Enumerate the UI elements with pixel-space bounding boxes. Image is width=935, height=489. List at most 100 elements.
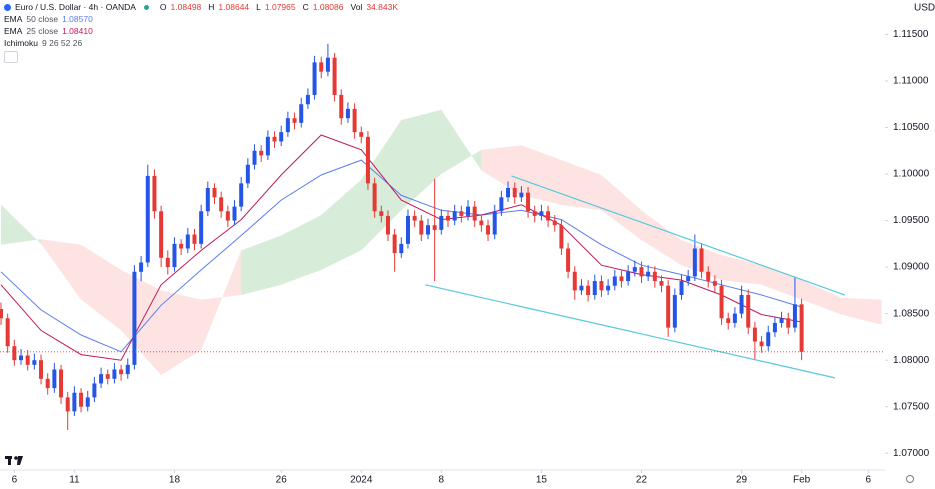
candle-body xyxy=(65,397,70,412)
y-tick-label: 1.08500 xyxy=(893,308,930,319)
ichimoku-cloud xyxy=(361,120,402,251)
indicator-row: Ichimoku 9 26 52 26 xyxy=(4,37,398,49)
ichimoku-cloud xyxy=(801,280,842,315)
candle-body xyxy=(659,281,664,286)
currency-label: USD xyxy=(914,3,935,14)
candle-body xyxy=(152,175,157,212)
candle-body xyxy=(125,364,130,375)
ohlc-value: 1.08498 xyxy=(170,2,202,12)
candle-body xyxy=(312,62,317,95)
ohlc-value: 1.08644 xyxy=(218,2,250,12)
candle-body xyxy=(79,392,84,407)
y-tick-label: 1.11500 xyxy=(893,29,929,40)
candle-body xyxy=(72,392,77,412)
candle-body xyxy=(672,295,677,328)
candle-body xyxy=(372,183,377,212)
ichimoku-cloud xyxy=(241,235,282,296)
candle-body xyxy=(352,108,357,133)
candle-body xyxy=(766,332,771,347)
tv-logo xyxy=(5,456,23,465)
candle-body xyxy=(145,175,150,263)
y-tick-label: 1.10000 xyxy=(893,169,930,180)
candle-body xyxy=(225,211,230,221)
candle-body xyxy=(519,192,524,198)
candle-body xyxy=(292,118,297,123)
indicator-row: EMA 50 close 1.08570 xyxy=(4,13,398,25)
candle-body xyxy=(719,285,724,319)
candle-body xyxy=(299,104,304,123)
x-tick-label: 26 xyxy=(276,475,288,486)
candle-body xyxy=(692,248,697,277)
ichimoku-cloud xyxy=(1,204,42,245)
candle-body xyxy=(425,225,430,235)
candle-body xyxy=(25,355,30,365)
candle-body xyxy=(239,183,244,207)
candle-body xyxy=(305,94,310,105)
candle-body xyxy=(19,355,24,361)
candle-body xyxy=(626,271,631,282)
ichimoku-cloud xyxy=(321,179,362,270)
ichimoku-cloud xyxy=(561,160,602,211)
candle-body xyxy=(466,206,471,216)
indicator-name: EMA xyxy=(4,14,23,24)
ichimoku-cloud xyxy=(41,239,82,300)
candle-body xyxy=(365,136,370,184)
candle-body xyxy=(185,234,190,249)
collapse-button[interactable] xyxy=(4,51,18,63)
candle-body xyxy=(699,248,704,272)
candle-body xyxy=(0,308,4,319)
candle-body xyxy=(726,318,731,323)
candle-body xyxy=(212,188,217,198)
candle-body xyxy=(265,136,270,156)
y-tick-label: 1.08000 xyxy=(893,355,930,366)
ichimoku-cloud xyxy=(641,210,682,266)
candle-body xyxy=(799,304,804,352)
candle-body xyxy=(639,267,644,277)
candle-body xyxy=(572,271,577,291)
x-tick-label: Feb xyxy=(793,475,811,486)
candle-body xyxy=(506,188,511,198)
candle-body xyxy=(5,318,10,347)
candle-body xyxy=(599,281,604,291)
candle-body xyxy=(139,262,144,272)
candle-body xyxy=(452,211,457,221)
candle-body xyxy=(99,374,104,384)
x-tick-label: 6 xyxy=(866,475,872,486)
ohlc-value: 1.07965 xyxy=(264,2,296,12)
plot xyxy=(0,43,885,430)
indicator-row: EMA 25 close 1.08410 xyxy=(4,25,398,37)
ohlc-name: Vol xyxy=(350,2,363,12)
y-tick-label: 1.11000 xyxy=(893,76,929,87)
candle-body xyxy=(259,150,264,156)
candle-body xyxy=(12,346,17,361)
candle-body xyxy=(32,360,37,365)
candle-body xyxy=(612,276,617,286)
candle-body xyxy=(52,369,57,389)
x-tick-label: 2024 xyxy=(350,475,373,486)
candle-body xyxy=(772,322,777,333)
ichimoku-cloud xyxy=(601,174,642,241)
candle-body xyxy=(479,220,484,226)
candle-body xyxy=(252,150,257,165)
candle-body xyxy=(592,281,597,296)
candle-body xyxy=(165,257,170,268)
settings-icon[interactable] xyxy=(906,475,914,483)
ichimoku-cloud xyxy=(81,244,122,331)
candle-body xyxy=(732,313,737,323)
candle-body xyxy=(172,243,177,268)
x-tick-label: 29 xyxy=(736,475,748,486)
candle-body xyxy=(752,327,757,342)
candle-body xyxy=(319,62,324,72)
candle-body xyxy=(245,164,250,184)
candle-body xyxy=(492,211,497,235)
ohlc-value: 34.843K xyxy=(366,2,398,12)
candle-body xyxy=(359,132,364,137)
candle-body xyxy=(85,397,90,407)
x-tick-label: 6 xyxy=(12,475,18,486)
candle-body xyxy=(499,197,504,212)
candle-body xyxy=(486,225,491,235)
candle-body xyxy=(45,378,50,389)
candle-body xyxy=(192,234,197,244)
candle-body xyxy=(652,271,657,282)
candle-body xyxy=(586,285,591,296)
